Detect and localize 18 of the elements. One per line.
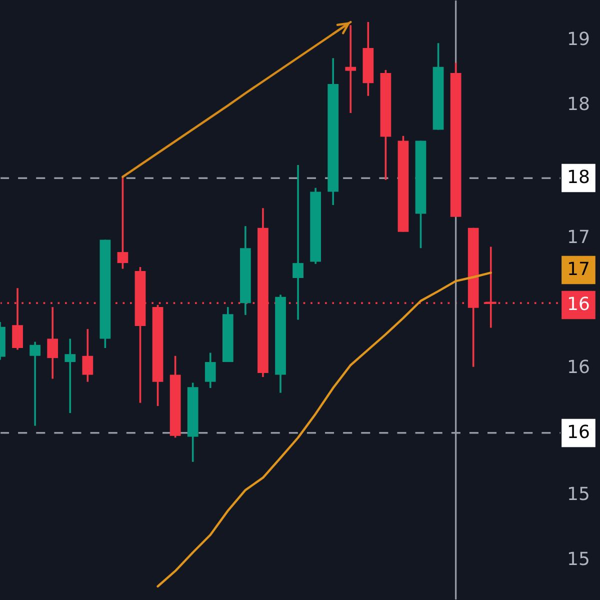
candlestick (47, 306, 58, 380)
candlestick (345, 24, 356, 114)
text: 17 (568, 230, 588, 243)
text: 17 (568, 262, 588, 275)
text: 16 (568, 296, 589, 310)
candlestick (204, 352, 216, 389)
candlestick (82, 328, 94, 383)
candlestick (292, 164, 304, 321)
text: 16 (568, 424, 589, 438)
text: 16 (568, 360, 589, 374)
text: 15 (568, 486, 588, 500)
text: 18 (568, 96, 589, 110)
candlestick (30, 340, 40, 427)
candlestick (64, 338, 76, 414)
text: 19 (568, 32, 589, 46)
candlestick (117, 176, 128, 270)
text: 18 (568, 170, 589, 184)
text: 15 (568, 552, 588, 566)
